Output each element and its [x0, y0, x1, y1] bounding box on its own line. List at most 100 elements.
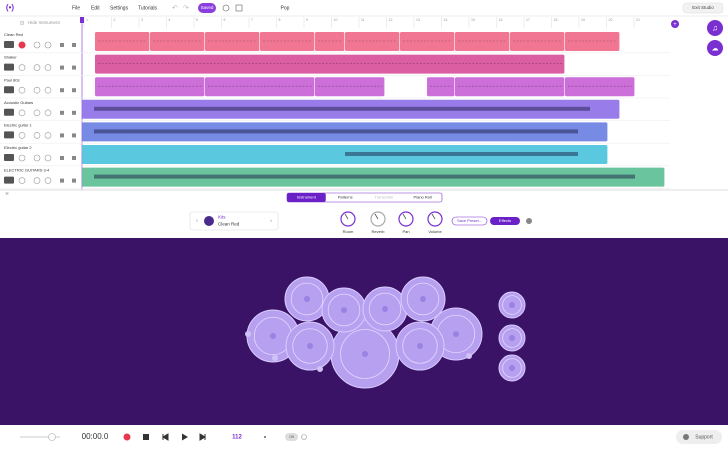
- track-control[interactable]: [18, 154, 26, 162]
- track-control[interactable]: [44, 64, 52, 71]
- icon[interactable]: [301, 434, 307, 440]
- clip[interactable]: [345, 32, 400, 51]
- track-icon: [4, 108, 14, 116]
- clip[interactable]: [315, 77, 385, 97]
- fast-forward[interactable]: [199, 433, 206, 441]
- track-control[interactable]: [18, 132, 26, 139]
- track-toggle[interactable]: [72, 88, 76, 93]
- track-toggle[interactable]: [60, 178, 64, 183]
- menu-item[interactable]: Edit: [91, 5, 100, 11]
- track-control[interactable]: [18, 177, 26, 184]
- clip[interactable]: [427, 77, 455, 97]
- add-effect[interactable]: [526, 218, 532, 224]
- save-preset-button[interactable]: [451, 216, 488, 226]
- close[interactable]: ×: [5, 191, 9, 198]
- pad-handle[interactable]: [317, 366, 323, 372]
- track-toggle[interactable]: [60, 65, 64, 70]
- track-control[interactable]: [18, 109, 26, 117]
- playhead[interactable]: [80, 17, 84, 23]
- track-toggle[interactable]: [72, 65, 76, 70]
- clip[interactable]: [455, 77, 565, 97]
- track-toggle[interactable]: [60, 156, 64, 160]
- tab[interactable]: Transcribe: [375, 195, 395, 200]
- track-control[interactable]: [18, 86, 26, 94]
- track-toggle[interactable]: [72, 43, 76, 47]
- effects-button[interactable]: [490, 217, 520, 225]
- track-control[interactable]: [33, 86, 41, 94]
- preset-box[interactable]: [189, 211, 279, 231]
- track-control[interactable]: [33, 177, 41, 184]
- track-control[interactable]: [33, 154, 41, 162]
- rewind[interactable]: [162, 433, 169, 441]
- slider-thumb[interactable]: [48, 433, 56, 441]
- tempo[interactable]: 112: [232, 435, 242, 441]
- tab[interactable]: Piano Roll: [414, 195, 432, 200]
- play[interactable]: [182, 433, 188, 441]
- track-control[interactable]: [44, 109, 52, 117]
- track-control[interactable]: [44, 177, 52, 184]
- side-button[interactable]: [707, 20, 723, 36]
- tab[interactable]: Patterns: [338, 195, 353, 200]
- track-control[interactable]: [44, 86, 52, 94]
- track-control[interactable]: [18, 64, 26, 71]
- icon[interactable]: [235, 4, 243, 12]
- track-toggle[interactable]: [72, 110, 76, 115]
- clip[interactable]: [205, 77, 315, 97]
- clip[interactable]: [565, 32, 620, 51]
- clip[interactable]: [95, 32, 150, 51]
- add-track[interactable]: [671, 20, 679, 28]
- prev[interactable]: ‹: [196, 219, 198, 225]
- menu-item[interactable]: Tutorials: [138, 5, 157, 11]
- clip[interactable]: [455, 32, 510, 51]
- track-toggle[interactable]: [72, 178, 76, 183]
- ruler-number: 9: [306, 18, 308, 22]
- tab[interactable]: Instrument: [297, 195, 317, 200]
- ruler-number: 18: [554, 18, 558, 22]
- pad-handle[interactable]: [245, 331, 251, 337]
- clip[interactable]: [95, 54, 565, 74]
- undo[interactable]: ↶: [172, 5, 178, 12]
- stop[interactable]: [143, 434, 149, 440]
- track-toggle[interactable]: [72, 156, 76, 160]
- track-toggle[interactable]: [60, 110, 64, 115]
- clip[interactable]: [510, 32, 565, 51]
- clip[interactable]: [82, 122, 608, 142]
- clip[interactable]: [82, 167, 665, 187]
- clip[interactable]: [260, 32, 315, 51]
- track-control[interactable]: [44, 41, 52, 49]
- clip[interactable]: [565, 77, 635, 97]
- menu-item[interactable]: Settings: [110, 5, 129, 11]
- hide-instrument[interactable]: Hide Instrument: [28, 20, 61, 25]
- clip[interactable]: [95, 77, 205, 97]
- icon[interactable]: [222, 4, 230, 12]
- logo[interactable]: (•): [6, 3, 14, 12]
- pad-handle[interactable]: [466, 353, 472, 359]
- track-control[interactable]: [44, 132, 52, 139]
- side-button[interactable]: [707, 40, 723, 56]
- clip[interactable]: [205, 32, 260, 51]
- pad-handle[interactable]: [272, 355, 278, 361]
- clip[interactable]: [82, 145, 608, 164]
- track-toggle[interactable]: [72, 133, 76, 138]
- exit-button[interactable]: [682, 2, 724, 14]
- next[interactable]: ›: [270, 219, 272, 225]
- record-arm[interactable]: [18, 41, 26, 49]
- track-toggle[interactable]: [60, 88, 64, 93]
- clip[interactable]: [150, 32, 205, 51]
- metronome-toggle[interactable]: [285, 433, 298, 441]
- track-toggle[interactable]: [60, 133, 64, 138]
- clip[interactable]: [82, 99, 620, 119]
- track-control[interactable]: [44, 154, 52, 162]
- track-control[interactable]: [33, 109, 41, 117]
- record[interactable]: [123, 433, 131, 441]
- track-control[interactable]: [33, 132, 41, 139]
- clip[interactable]: [315, 32, 345, 51]
- track-control[interactable]: [33, 41, 41, 49]
- track-toggle[interactable]: [60, 43, 64, 47]
- redo[interactable]: ↷: [183, 5, 189, 12]
- support-button[interactable]: [676, 430, 722, 444]
- menu-item[interactable]: File: [72, 5, 80, 11]
- clip[interactable]: [400, 32, 455, 51]
- track-control[interactable]: [33, 64, 41, 71]
